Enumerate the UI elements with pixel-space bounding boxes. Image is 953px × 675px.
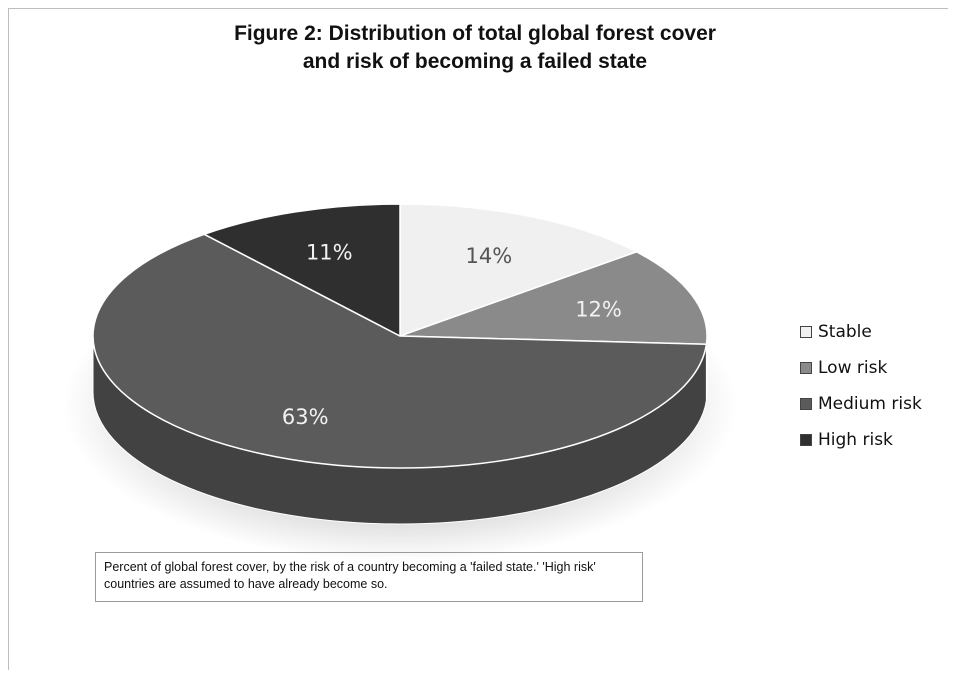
legend-item-stable: Stable [800, 314, 922, 350]
data-label-medium-risk: 63% [282, 405, 329, 429]
legend-label-low-risk: Low risk [818, 358, 888, 378]
data-label-low-risk: 12% [575, 297, 622, 321]
legend-item-medium-risk: Medium risk [800, 386, 922, 422]
chart-title-line-2: and risk of becoming a failed state [302, 50, 648, 73]
legend-swatch-low-risk [800, 362, 812, 374]
legend-swatch-medium-risk [800, 398, 812, 410]
chart-title: Figure 2: Distribution of total global f… [170, 20, 780, 76]
legend-swatch-high-risk [800, 434, 812, 446]
pie-slice-stable [399, 203, 638, 337]
data-label-high-risk: 11% [306, 241, 353, 265]
chart-frame [8, 8, 948, 670]
chart-title-line-1: Figure 2: Distribution of total global f… [234, 22, 716, 45]
pie-slice-low-risk [399, 251, 708, 346]
legend-label-medium-risk: Medium risk [818, 394, 922, 414]
chart-note: Percent of global forest cover, by the r… [95, 552, 643, 602]
legend: Stable Low risk Medium risk High risk [800, 314, 922, 458]
legend-item-high-risk: High risk [800, 422, 922, 458]
legend-swatch-stable [800, 326, 812, 338]
legend-item-low-risk: Low risk [800, 350, 922, 386]
legend-label-high-risk: High risk [818, 430, 893, 450]
data-label-stable: 14% [466, 244, 513, 268]
legend-label-stable: Stable [818, 322, 872, 342]
pie-slice-high-risk [203, 203, 401, 337]
pie-slice-medium-risk [92, 233, 708, 469]
